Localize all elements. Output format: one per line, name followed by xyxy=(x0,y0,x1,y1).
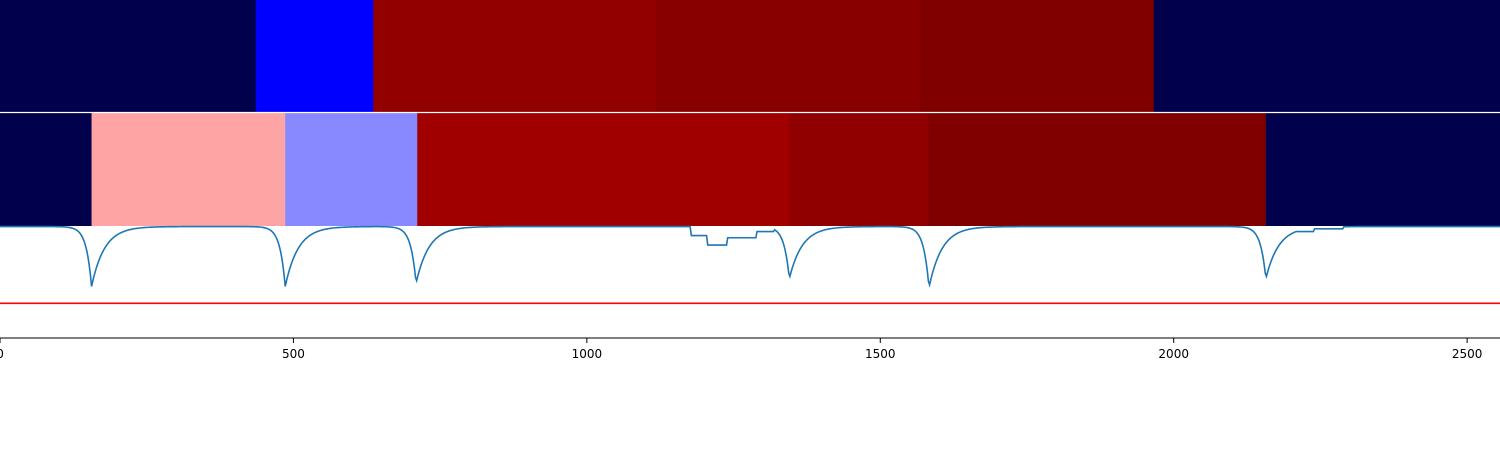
segmentation-bottom-segment-0 xyxy=(0,113,93,226)
segmentation-bottom-segment-2 xyxy=(285,113,418,226)
segmentation-track-top xyxy=(0,0,1500,112)
segmentation-top-segment-4 xyxy=(920,0,1155,112)
x-tick-label-1000: 1000 xyxy=(572,347,603,361)
x-tick-label-0: 0 xyxy=(0,347,4,361)
line-panel-background xyxy=(0,226,1500,338)
segmentation-bottom-segment-6 xyxy=(1265,113,1500,226)
segmentation-top-segment-1 xyxy=(255,0,374,112)
x-axis-ticks: 0 500 1000 1500 2000 2500 xyxy=(0,338,1482,361)
boundary-score-line xyxy=(0,225,1500,288)
x-tick-label-2500: 2500 xyxy=(1452,347,1483,361)
segmentation-bottom-segment-5 xyxy=(928,113,1267,226)
segmentation-bottom-segment-3 xyxy=(417,113,790,226)
x-tick-label-2000: 2000 xyxy=(1158,347,1189,361)
segmentation-bottom-segment-1 xyxy=(91,113,286,226)
segmentation-top-segment-5 xyxy=(1153,0,1500,112)
segmentation-top-segment-0 xyxy=(0,0,257,112)
segmentation-top-segment-2 xyxy=(373,0,657,112)
segmentation-bottom-segment-4 xyxy=(789,113,930,226)
x-tick-label-500: 500 xyxy=(282,347,305,361)
segmentation-track-bottom xyxy=(0,113,1500,226)
segmentation-top-segment-3 xyxy=(656,0,921,112)
x-tick-label-1500: 1500 xyxy=(865,347,896,361)
